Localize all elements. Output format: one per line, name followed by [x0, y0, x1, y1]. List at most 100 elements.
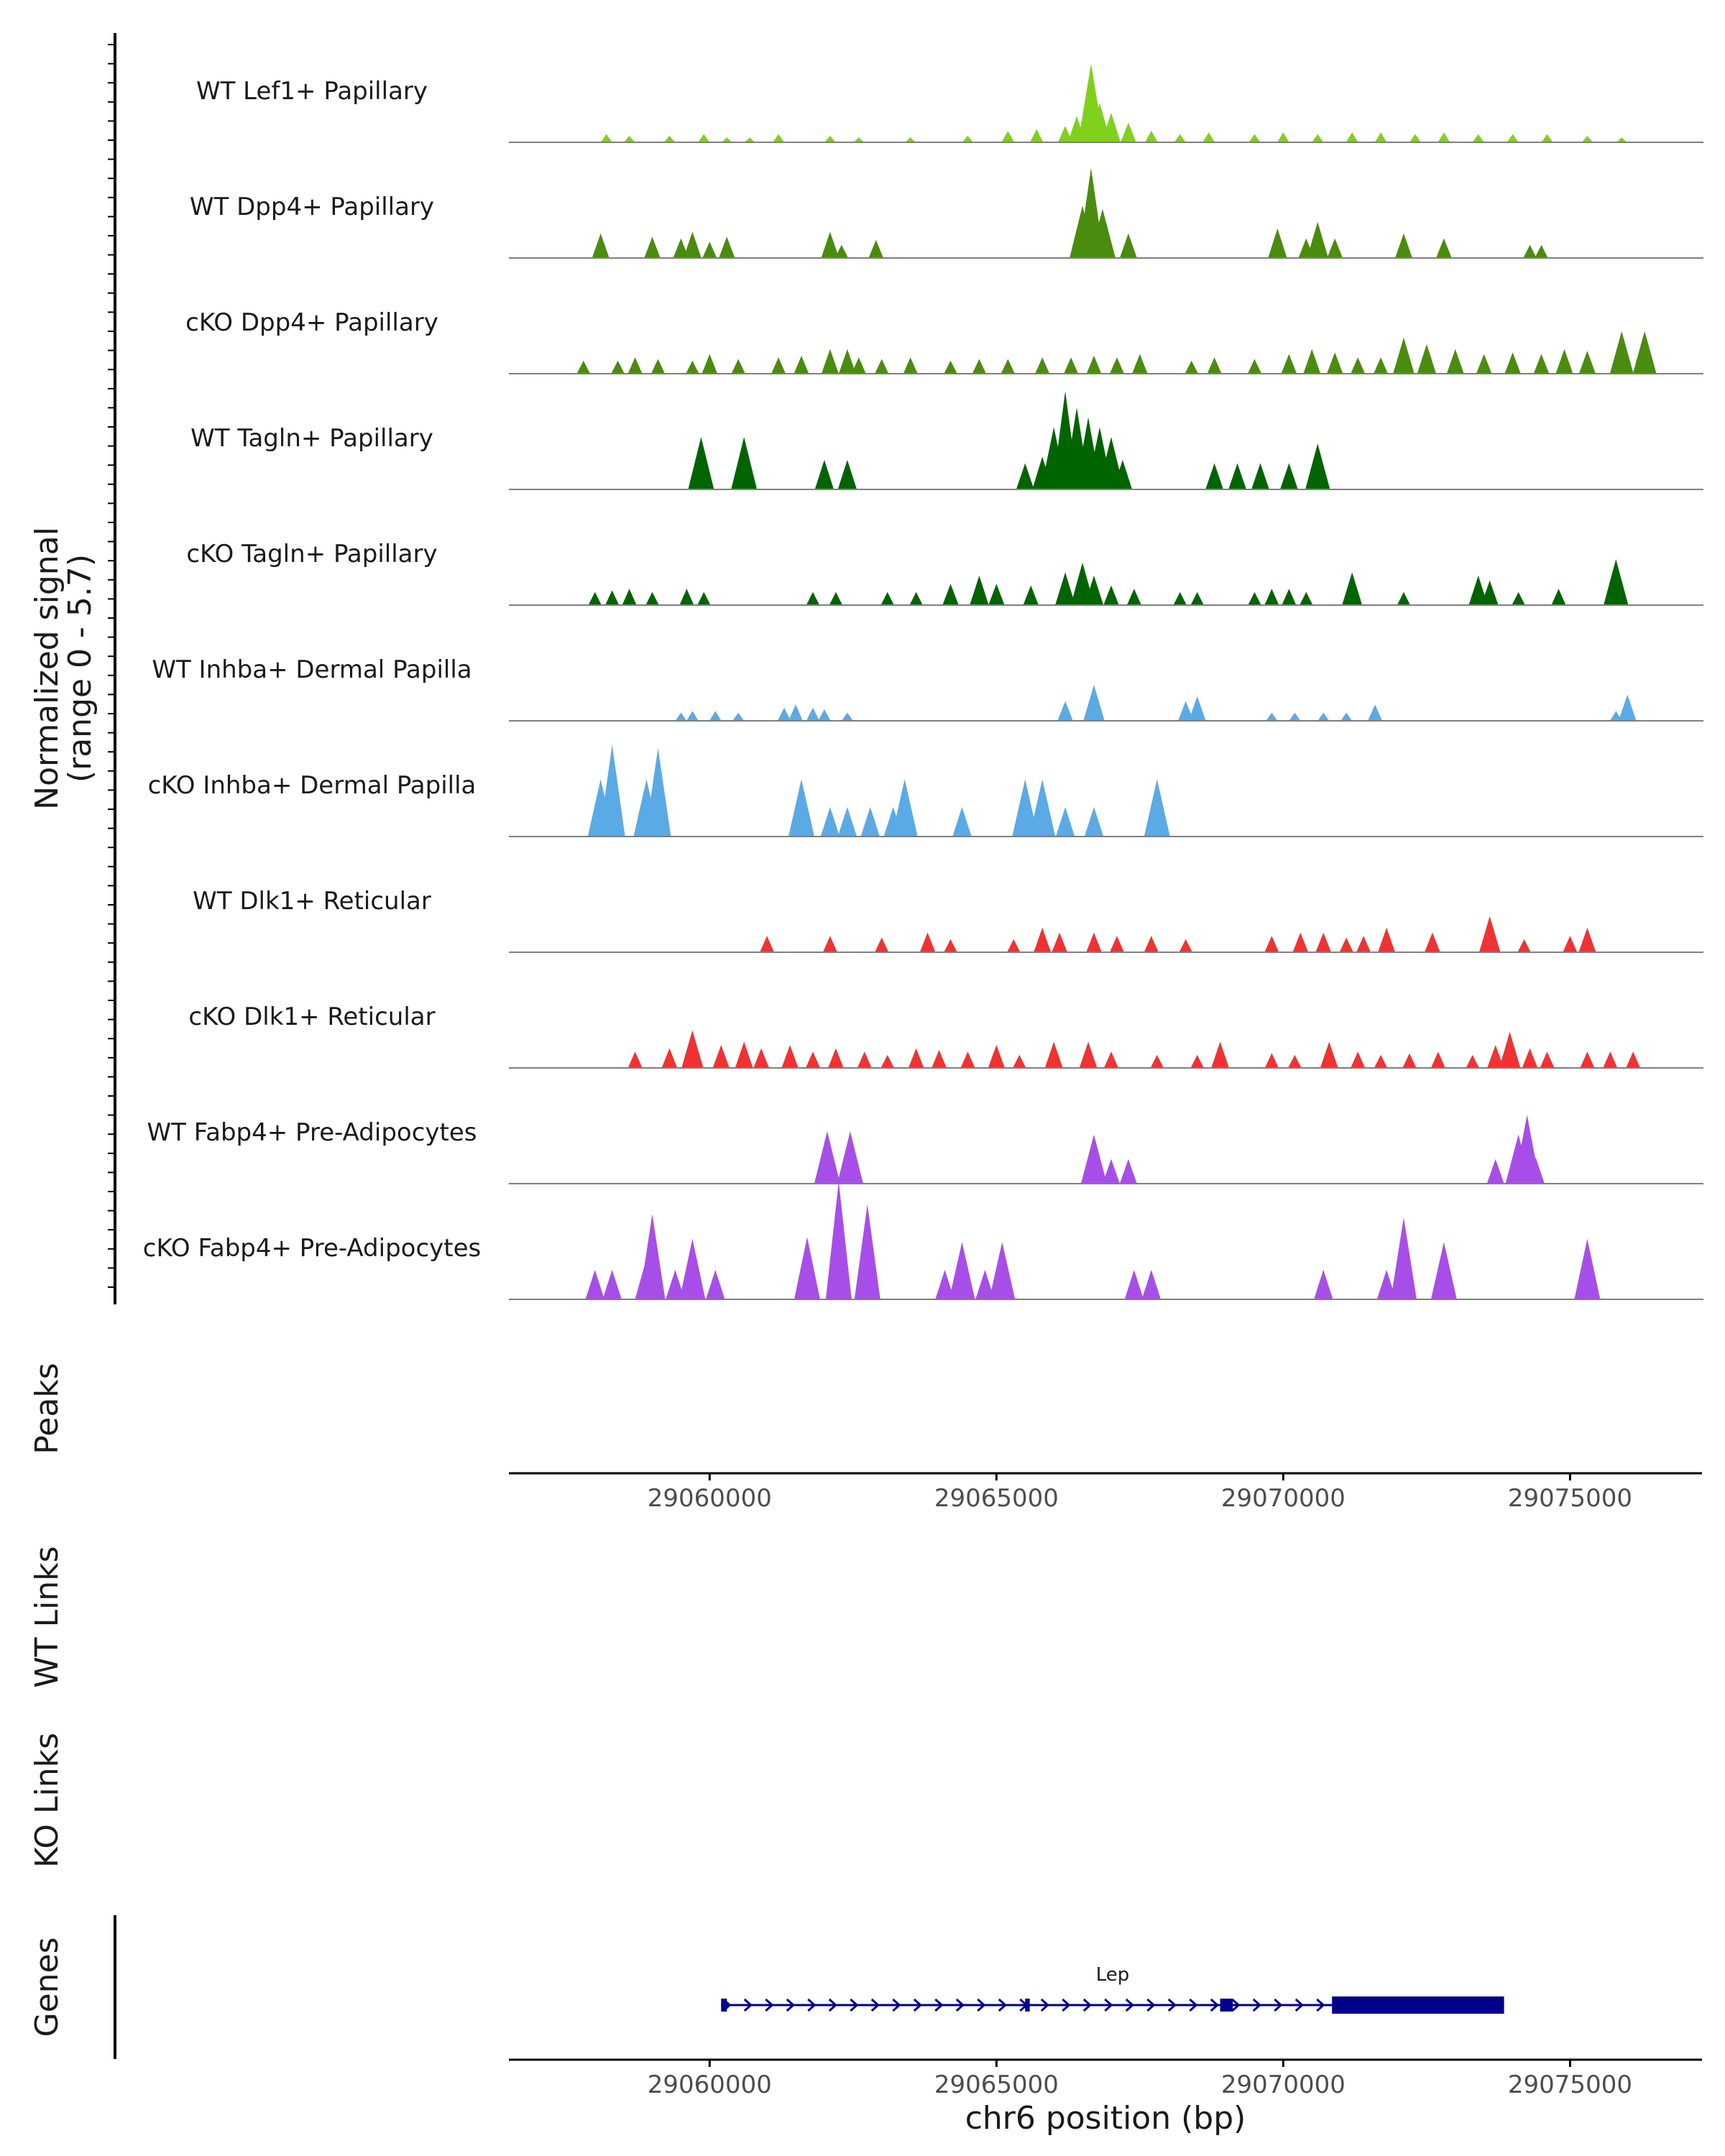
signal-peak	[794, 355, 809, 374]
signal-peak	[905, 137, 916, 142]
signal-peak	[860, 806, 880, 837]
strand-arrow	[1167, 1998, 1177, 2012]
signal-peak	[1533, 354, 1550, 374]
signal-peak	[988, 584, 1005, 605]
signal-peak	[1351, 1051, 1366, 1068]
signal-peak	[875, 359, 889, 374]
signal-peak	[806, 707, 820, 721]
coverage-track: cKO Inhba+ Dermal Papilla	[148, 745, 1703, 837]
signal-peak	[1616, 137, 1627, 142]
signal-peak	[1315, 932, 1332, 952]
gene-exon	[1220, 1999, 1233, 2012]
signal-peak	[853, 137, 864, 142]
signal-peak	[806, 1051, 820, 1068]
signal-peak	[1207, 357, 1222, 374]
signal-peak	[1391, 1217, 1417, 1299]
strand-arrow	[1040, 1998, 1050, 2012]
signal-peak	[1481, 580, 1499, 605]
y-axis-title-line1: Normalized signal	[29, 527, 65, 810]
track-label: cKO Dlk1+ Reticular	[188, 1003, 435, 1031]
strand-arrow	[1210, 1998, 1220, 2012]
signal-peak	[1317, 712, 1330, 721]
signal-peak	[1044, 1041, 1063, 1068]
coverage-track: cKO Tagln+ Papillary	[186, 540, 1703, 606]
signal-peak	[666, 1269, 685, 1299]
signal-peak	[1264, 936, 1279, 952]
signal-peak	[1029, 779, 1056, 837]
signal-peak	[709, 711, 722, 721]
strand-arrow	[1252, 1998, 1262, 2012]
signal-peak	[1487, 1045, 1504, 1068]
signal-peak	[1282, 589, 1297, 605]
signal-peak	[760, 936, 775, 952]
signal-peak	[1578, 927, 1596, 952]
x-tick-label: 29070000	[1221, 1484, 1346, 1513]
signal-peak	[828, 1048, 844, 1068]
signal-peak	[1083, 684, 1105, 721]
signal-peak	[1374, 357, 1389, 374]
signal-peak	[822, 936, 837, 952]
signal-peak	[592, 233, 610, 258]
signal-peak	[821, 349, 839, 374]
signal-peak	[1012, 779, 1039, 837]
signal-peak	[599, 745, 625, 837]
gene-name-label: Lep	[1096, 1964, 1130, 1986]
track-label: WT Inhba+ Dermal Papilla	[152, 655, 472, 684]
signal-peak	[935, 1269, 954, 1299]
coverage-track: cKO Dlk1+ Reticular	[188, 1003, 1703, 1069]
signal-peak	[1574, 1238, 1601, 1299]
signal-peak	[1052, 932, 1067, 952]
signal-peak	[679, 589, 694, 605]
signal-peak	[909, 591, 923, 605]
signal-peak	[753, 1048, 769, 1068]
signal-peak	[702, 354, 718, 374]
signal-peak	[1064, 357, 1079, 374]
signal-peak	[944, 939, 957, 952]
signal-peak	[868, 239, 884, 258]
signal-peak	[1177, 701, 1194, 721]
signal-peak	[1499, 1031, 1521, 1068]
signal-peak	[1632, 331, 1657, 374]
signal-peak	[949, 1242, 975, 1299]
coverage-track: cKO Dpp4+ Papillary	[185, 308, 1703, 374]
signal-peak	[944, 360, 957, 374]
signal-peak	[806, 591, 820, 605]
strand-arrow	[1316, 1998, 1325, 2012]
signal-peak	[1535, 244, 1548, 258]
signal-peak	[1374, 132, 1387, 142]
signal-peak	[1184, 360, 1198, 374]
signal-peak	[1603, 1051, 1618, 1068]
strand-arrow	[1125, 1998, 1135, 2012]
signal-peak	[1303, 349, 1321, 374]
signal-peak	[908, 1048, 924, 1068]
signal-peak	[1055, 572, 1076, 605]
signal-peak	[645, 591, 659, 605]
signal-peak	[962, 135, 974, 142]
signal-peak	[1016, 463, 1034, 489]
peaks-track-label: Peaks	[29, 1363, 65, 1454]
signal-peak	[1079, 1041, 1098, 1068]
signal-peak	[731, 359, 745, 374]
wt-links-label: WT Links	[29, 1546, 65, 1687]
signal-peak	[970, 575, 989, 605]
x-tick-label: 29070000	[1221, 2070, 1346, 2099]
signal-peak	[1604, 559, 1629, 605]
signal-peak	[875, 937, 889, 952]
coverage-track: WT Dpp4+ Papillary	[190, 167, 1703, 259]
signal-peak	[1468, 575, 1488, 605]
signal-peak	[1289, 712, 1301, 721]
strand-arrow	[998, 1998, 1008, 2012]
signal-peak	[1281, 354, 1297, 374]
signal-peak	[1264, 1053, 1279, 1068]
signal-peak	[712, 1045, 730, 1068]
signal-peak	[1425, 932, 1440, 952]
signal-peak	[1512, 591, 1525, 605]
signal-peak	[960, 1051, 975, 1068]
strand-arrow	[1146, 1998, 1156, 2012]
signal-peak	[686, 711, 699, 721]
signal-peak	[1266, 712, 1278, 721]
signal-peak	[837, 1131, 863, 1184]
signal-peak	[1342, 572, 1363, 605]
track-label: cKO Dpp4+ Papillary	[185, 308, 438, 337]
signal-peak	[622, 589, 637, 605]
